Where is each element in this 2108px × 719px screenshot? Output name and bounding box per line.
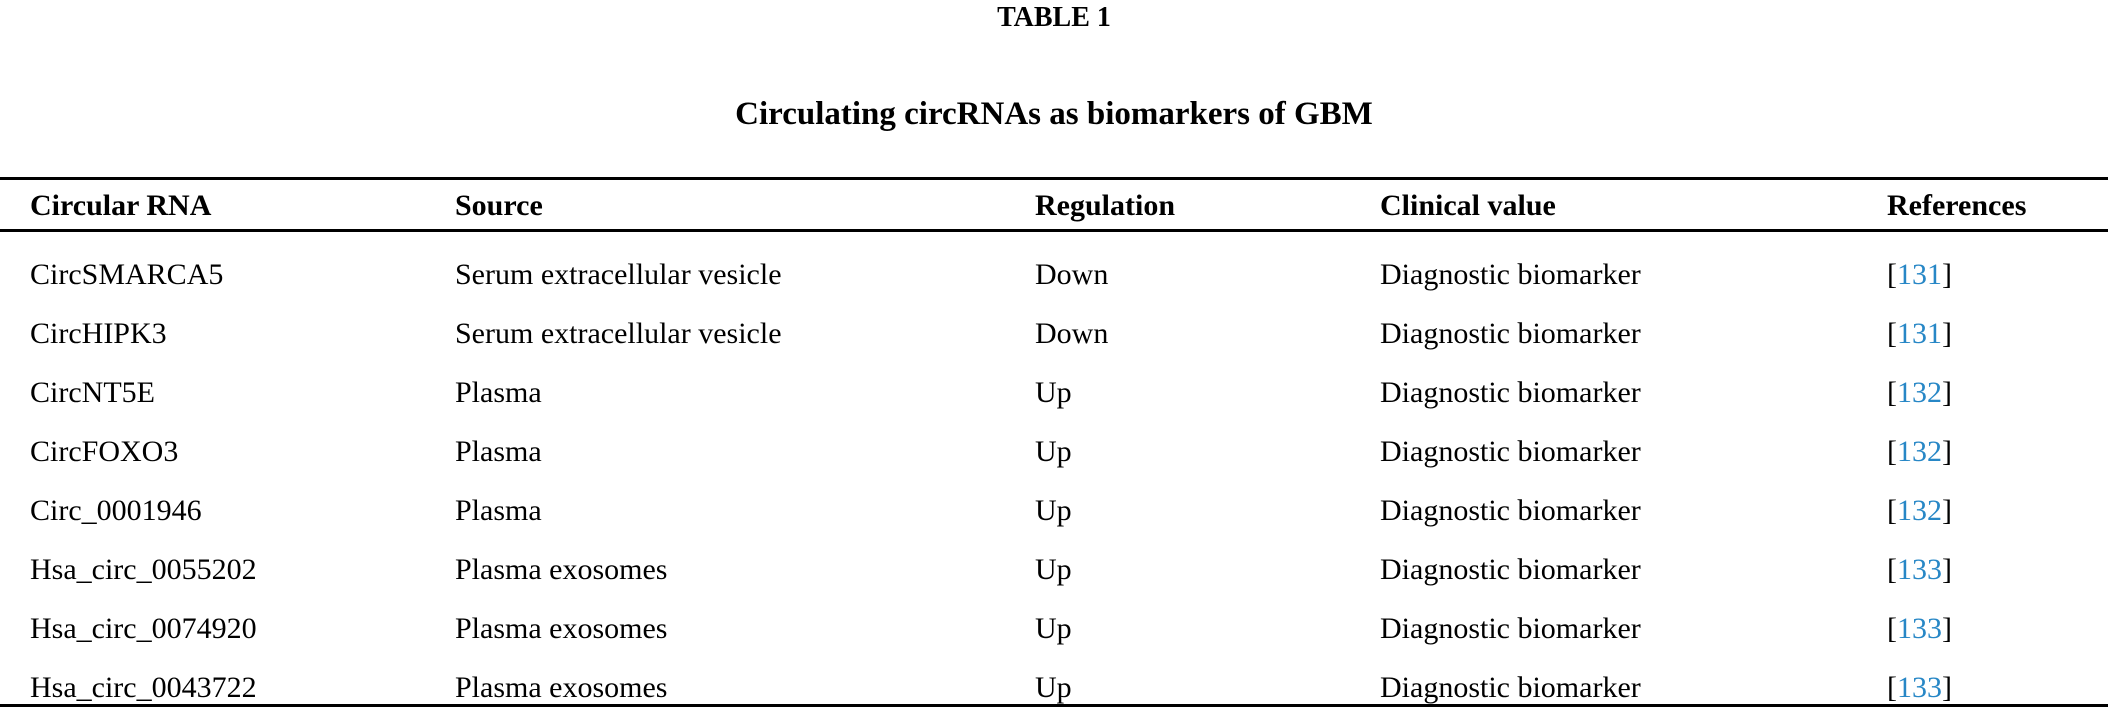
reference-open-bracket: [ (1887, 671, 1897, 704)
cell-references: [132] (1887, 468, 2108, 527)
cell-source: Serum extracellular vesicle (455, 258, 782, 291)
cell-source: Plasma (455, 494, 542, 527)
reference-link[interactable]: 132 (1897, 435, 1942, 468)
cell-references: [133] (1887, 586, 2108, 645)
reference-link[interactable]: 132 (1897, 494, 1942, 527)
table-label: TABLE 1 (997, 2, 1111, 33)
reference-close-bracket: ] (1942, 317, 1952, 350)
reference-close-bracket: ] (1942, 671, 1952, 704)
cell-clinical-value: Diagnostic biomarker (1380, 645, 1887, 707)
reference-link[interactable]: 133 (1897, 553, 1942, 586)
table-row: Circ_0001946 Plasma Up Diagnostic biomar… (0, 468, 2108, 527)
reference-open-bracket: [ (1887, 258, 1897, 291)
cell-source: Plasma (455, 376, 542, 409)
cell-references: [131] (1887, 231, 2108, 291)
cell-circular-rna: CircFOXO3 (30, 435, 179, 468)
cell-clinical-value: Diagnostic biomarker (1380, 376, 1641, 409)
cell-source: Plasma exosomes (455, 553, 668, 586)
reference-link[interactable]: 133 (1897, 671, 1942, 704)
table-row: CircHIPK3 Serum extracellular vesicle Do… (0, 291, 2108, 350)
column-header-regulation: Regulation (1035, 178, 1380, 232)
cell-clinical-value: Diagnostic biomarker (1380, 258, 1641, 291)
biomarkers-table: Circular RNA Source Regulation Clinical … (0, 177, 2108, 707)
cell-references: [132] (1887, 409, 2108, 468)
cell-clinical-value: Diagnostic biomarker (1380, 553, 1641, 586)
reference-close-bracket: ] (1942, 494, 1952, 527)
cell-circular-rna: Circ_0001946 (30, 494, 202, 527)
reference-link[interactable]: 131 (1897, 258, 1942, 291)
cell-regulation: Up (1035, 612, 1072, 645)
table-row: Hsa_circ_0074920 Plasma exosomes Up Diag… (0, 586, 2108, 645)
header-row: Circular RNA Source Regulation Clinical … (0, 178, 2108, 232)
cell-regulation: Down (1035, 317, 1109, 350)
reference-link[interactable]: 131 (1897, 317, 1942, 350)
cell-clinical-value: Diagnostic biomarker (1380, 612, 1641, 645)
table-row: Hsa_circ_0043722 Plasma exosomes Up Diag… (0, 645, 2108, 707)
column-header-clinical-value: Clinical value (1380, 178, 1887, 232)
cell-regulation: Up (1035, 494, 1072, 527)
cell-clinical-value: Diagnostic biomarker (1380, 494, 1641, 527)
reference-open-bracket: [ (1887, 376, 1897, 409)
table-row: Hsa_circ_0055202 Plasma exosomes Up Diag… (0, 527, 2108, 586)
reference-close-bracket: ] (1942, 612, 1952, 645)
reference-open-bracket: [ (1887, 317, 1897, 350)
reference-open-bracket: [ (1887, 494, 1897, 527)
reference-link[interactable]: 132 (1897, 376, 1942, 409)
cell-source: Plasma (455, 435, 542, 468)
table-title: Circulating circRNAs as biomarkers of GB… (735, 96, 1373, 132)
column-header-circular-rna: Circular RNA (0, 178, 455, 232)
cell-regulation: Up (1035, 553, 1072, 586)
cell-source: Serum extracellular vesicle (455, 317, 782, 350)
reference-open-bracket: [ (1887, 612, 1897, 645)
reference-open-bracket: [ (1887, 435, 1897, 468)
reference-close-bracket: ] (1942, 435, 1952, 468)
reference-link[interactable]: 133 (1897, 612, 1942, 645)
cell-clinical-value: Diagnostic biomarker (1380, 317, 1641, 350)
cell-references: [131] (1887, 291, 2108, 350)
cell-clinical-value: Diagnostic biomarker (1380, 435, 1641, 468)
cell-references: [133] (1887, 645, 2108, 707)
column-header-source: Source (455, 178, 1035, 232)
cell-circular-rna: Hsa_circ_0043722 (0, 645, 455, 707)
cell-regulation: Up (1035, 645, 1380, 707)
cell-circular-rna: Hsa_circ_0074920 (30, 612, 257, 645)
table-row: CircSMARCA5 Serum extracellular vesicle … (0, 231, 2108, 291)
cell-regulation: Down (1035, 258, 1109, 291)
cell-circular-rna: CircHIPK3 (30, 317, 167, 350)
cell-source: Plasma exosomes (455, 645, 1035, 707)
table-row: CircNT5E Plasma Up Diagnostic biomarker … (0, 350, 2108, 409)
cell-regulation: Up (1035, 376, 1072, 409)
reference-open-bracket: [ (1887, 553, 1897, 586)
cell-regulation: Up (1035, 435, 1072, 468)
cell-references: [133] (1887, 527, 2108, 586)
cell-circular-rna: CircSMARCA5 (30, 258, 224, 291)
cell-references: [132] (1887, 350, 2108, 409)
reference-close-bracket: ] (1942, 376, 1952, 409)
reference-close-bracket: ] (1942, 258, 1952, 291)
cell-circular-rna: CircNT5E (30, 376, 155, 409)
table-row: CircFOXO3 Plasma Up Diagnostic biomarker… (0, 409, 2108, 468)
cell-circular-rna: Hsa_circ_0055202 (30, 553, 257, 586)
reference-close-bracket: ] (1942, 553, 1952, 586)
cell-source: Plasma exosomes (455, 612, 668, 645)
column-header-references: References (1887, 178, 2108, 232)
